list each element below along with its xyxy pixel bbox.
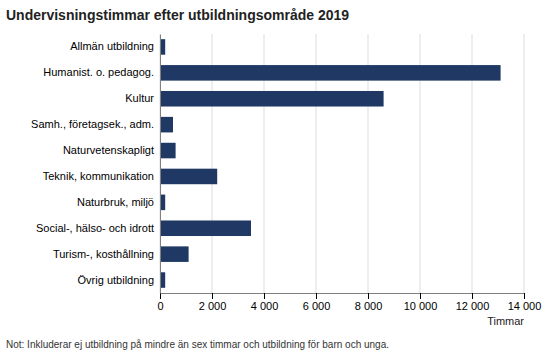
tick-label: 8 000 — [355, 300, 383, 312]
tick-label: 2 000 — [199, 300, 227, 312]
tick-label: Allmän utbildning — [70, 40, 154, 52]
grid-line — [160, 34, 161, 293]
chart-container: Undervisningstimmar efter utbildningsomr… — [0, 0, 550, 355]
y-axis: Allmän utbildning Humanist. o. pedagog. Ku… — [31, 35, 160, 294]
tick-label: 0 — [157, 300, 163, 312]
tick: Samh., företagsek., adm. — [31, 118, 160, 130]
tick-label: Samh., företagsek., adm. — [31, 118, 154, 130]
tick-label: Social-, hälso- och idrott — [36, 222, 154, 234]
tick: Naturbruk, miljö — [77, 196, 160, 208]
axis-line — [161, 293, 525, 294]
tick-label: Naturvetenskapligt — [63, 144, 154, 156]
axis-line — [160, 35, 161, 294]
tick: Allmän utbildning — [70, 40, 160, 52]
bars — [160, 39, 501, 288]
note: Not: Inkluderar ej utbildning på mindre … — [6, 339, 389, 350]
tick: Social-, hälso- och idrott — [36, 222, 160, 234]
plot: 0 2 000 4 000 6 000 8 000 10 000 12 000 14 000 A… — [31, 34, 541, 327]
title: Undervisningstimmar efter utbildningsomr… — [6, 7, 349, 23]
tick-label: Teknik, kommunikation — [43, 170, 154, 182]
tick-label: Övrig utbildning — [78, 274, 154, 286]
tick-label: 6 000 — [303, 300, 331, 312]
tick-mark — [316, 293, 317, 299]
tick-label: Kultur — [125, 92, 154, 104]
tick: 2 000 — [199, 293, 227, 312]
chart: Undervisningstimmar efter utbildningsomr… — [0, 0, 550, 355]
bar — [160, 65, 501, 81]
grid — [160, 34, 524, 293]
tick: 0 — [157, 293, 163, 312]
grid-line — [524, 34, 525, 293]
tick-label: 12 000 — [456, 300, 490, 312]
tick: 12 000 — [456, 293, 490, 312]
bar — [160, 91, 384, 107]
x-axis: 0 2 000 4 000 6 000 8 000 10 000 12 000 14 000 — [157, 293, 541, 312]
tick: 14 000 — [508, 293, 542, 312]
tick-mark — [212, 293, 213, 299]
tick: 6 000 — [303, 293, 331, 312]
tick-label: 10 000 — [404, 300, 438, 312]
bar — [160, 220, 251, 236]
tick: Kultur — [125, 92, 160, 104]
tick-mark — [420, 293, 421, 299]
x-axis-label: Timmar — [487, 315, 524, 327]
tick: Naturvetenskapligt — [63, 144, 160, 156]
tick-label: 14 000 — [508, 300, 542, 312]
tick: 4 000 — [251, 293, 279, 312]
tick-label: Naturbruk, miljö — [77, 196, 154, 208]
tick-mark — [472, 293, 473, 299]
tick: Humanist. o. pedagog. — [43, 66, 160, 78]
tick-label: Turism-, kosthållning — [53, 248, 154, 260]
tick: Turism-, kosthållning — [53, 248, 160, 260]
bar — [160, 169, 217, 185]
tick-mark — [368, 293, 369, 299]
tick-mark — [524, 293, 525, 299]
bar — [160, 117, 173, 133]
tick-mark — [160, 293, 161, 299]
tick-label: Humanist. o. pedagog. — [43, 66, 154, 78]
bar — [160, 143, 176, 159]
tick-mark — [264, 293, 265, 299]
tick: 10 000 — [404, 293, 438, 312]
tick: Teknik, kommunikation — [43, 170, 160, 182]
tick: Övrig utbildning — [78, 274, 160, 286]
bar — [160, 246, 189, 262]
tick-label: 4 000 — [251, 300, 279, 312]
tick: 8 000 — [355, 293, 383, 312]
